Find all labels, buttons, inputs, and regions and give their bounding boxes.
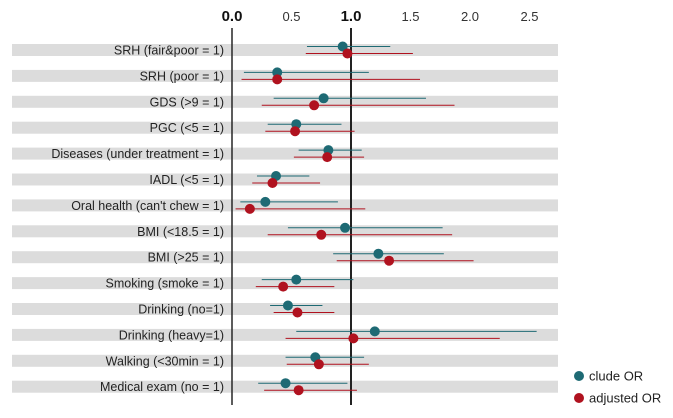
crude-or-point (318, 93, 329, 104)
row-label: Walking (<30min = 1) (106, 354, 224, 368)
crude-or-point (373, 248, 384, 259)
adjusted-or-point (272, 74, 283, 85)
row-label: Drinking (no=1) (138, 303, 224, 317)
row-label: BMI (>25 = 1) (148, 251, 224, 265)
row-band (12, 328, 558, 341)
crude-or-point (260, 196, 271, 207)
row-label: SRH (poor = 1) (140, 69, 224, 83)
crude-or-point (291, 274, 302, 285)
x-tick-label: 1.0 (341, 8, 362, 25)
adjusted-or-point (293, 385, 304, 396)
adjusted-or-point (290, 126, 301, 137)
adjusted-or-point (244, 203, 255, 214)
adjusted-or-point (313, 359, 324, 370)
crude-or-point (369, 326, 380, 337)
row-labels: SRH (fair&poor = 1) SRH (poor = 1) GDS (>9… (51, 44, 224, 395)
legend: clude OR adjusted OR (574, 369, 661, 406)
row-label: IADL (<5 = 1) (149, 173, 224, 187)
row-label: Diseases (under treatment = 1) (51, 147, 224, 161)
legend-marker (574, 393, 584, 403)
x-tick-label: 2.0 (461, 9, 479, 24)
adjusted-or-point (267, 178, 278, 188)
estimate-marks (235, 41, 537, 396)
legend-label: clude OR (589, 369, 643, 384)
adjusted-or-point (348, 333, 359, 344)
reference-lines (231, 28, 352, 405)
x-tick-label: 0.0 (222, 8, 243, 25)
row-label: BMI (<18.5 = 1) (137, 225, 224, 239)
legend-label: adjusted OR (589, 391, 661, 406)
row-band (12, 121, 558, 134)
row-band (12, 199, 558, 212)
row-band (12, 147, 558, 160)
row-label: Drinking (heavy=1) (119, 328, 224, 342)
row-band (12, 44, 558, 56)
row-band (12, 173, 558, 186)
crude-or-point (282, 300, 293, 311)
row-band (12, 354, 558, 367)
x-tick-label: 2.5 (520, 9, 538, 24)
row-label: Smoking (smoke = 1) (106, 277, 224, 291)
row-label: Medical exam (no = 1) (100, 380, 224, 394)
row-band (12, 95, 558, 108)
x-tick-label: 1.5 (401, 9, 419, 24)
adjusted-or-point (322, 152, 333, 163)
x-tick-label: 0.5 (282, 9, 300, 24)
x-axis-ticks: 0.0 0.5 1.0 1.5 2.0 2.5 (222, 8, 539, 25)
adjusted-or-point (309, 100, 320, 111)
row-band (12, 69, 558, 82)
row-label: SRH (fair&poor = 1) (114, 44, 224, 58)
row-label: GDS (>9 = 1) (150, 95, 224, 109)
legend-marker (574, 371, 584, 381)
adjusted-or-point (384, 255, 395, 266)
adjusted-or-point (316, 229, 327, 240)
row-band (12, 251, 558, 264)
adjusted-or-point (342, 48, 353, 59)
adjusted-or-point (292, 307, 303, 318)
row-band (12, 225, 558, 238)
row-bands (12, 44, 558, 393)
crude-or-point (272, 67, 283, 78)
row-label: Oral health (can't chew = 1) (71, 199, 224, 213)
crude-or-point (340, 222, 351, 233)
crude-or-point (280, 378, 291, 389)
adjusted-or-point (278, 281, 289, 292)
row-label: PGC (<5 = 1) (150, 121, 224, 135)
crude-or-point (337, 41, 348, 52)
